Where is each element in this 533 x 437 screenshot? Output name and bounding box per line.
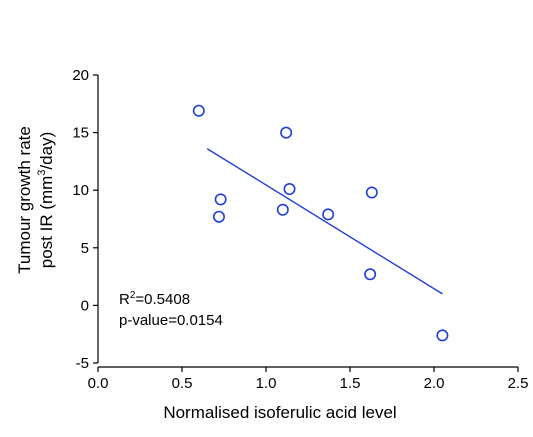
data-point [192,104,205,117]
regression-line [206,148,443,295]
x-tick-label: 0.0 [88,375,109,392]
data-point [280,126,293,139]
y-tick-label: 10 [72,182,89,199]
x-tick-label: 1.5 [340,375,361,392]
r-squared-label: R2=0.5408 [119,290,190,308]
x-axis-title: Normalised isoferulic acid level [163,403,396,422]
y-axis-title-prefix: post IR (mm [37,176,56,269]
x-tick-label: 0.5 [172,375,193,392]
y-tick-label: -5 [76,355,89,372]
data-point [283,183,296,196]
r-squared-value: =0.5408 [135,291,190,308]
x-tick-label: 2.5 [508,375,529,392]
data-point [436,329,449,342]
x-ticks: 0.0 0.5 1.0 1.5 2.0 2.5 [88,367,529,392]
data-point [322,208,335,221]
data-point [212,210,225,223]
y-axis-title: Tumour growth rate post IR (mm3/day) [15,126,56,274]
x-tick-label: 2.0 [424,375,445,392]
stats-annotation: R2=0.5408 p-value=0.0154 [119,290,223,329]
y-axis-title-suffix: /day) [37,132,56,170]
y-tick-label: 5 [81,240,89,257]
data-point [276,203,289,216]
data-points [192,104,449,342]
data-point [214,193,227,206]
y-axis-title-line1: Tumour growth rate [15,126,34,274]
r-squared-superscript: 2 [130,290,136,301]
data-point [365,186,378,199]
r-squared-prefix: R [119,291,130,308]
p-value-label: p-value=0.0154 [119,312,223,329]
y-axis-title-line2: post IR (mm3/day) [36,132,56,268]
y-tick-label: 15 [72,125,89,142]
y-axis-title-superscript: 3 [36,170,48,176]
y-tick-label: 20 [72,67,89,84]
y-tick-label: 0 [81,297,89,314]
x-tick-label: 1.0 [256,375,277,392]
data-point [364,268,377,281]
axes: 0.0 0.5 1.0 1.5 2.0 2.5 -5 0 5 10 15 20 [72,67,528,392]
y-ticks: -5 0 5 10 15 20 [72,67,98,372]
